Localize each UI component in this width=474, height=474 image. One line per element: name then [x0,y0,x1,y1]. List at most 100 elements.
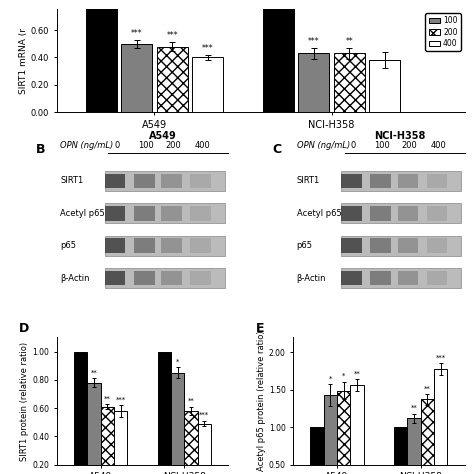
Text: D: D [19,322,29,335]
Text: **: ** [91,370,97,376]
Bar [324,395,337,474]
FancyBboxPatch shape [398,238,418,253]
Bar [394,427,408,474]
Bar [184,411,198,474]
Text: Acetyl p65: Acetyl p65 [297,209,341,218]
FancyBboxPatch shape [134,271,155,285]
Text: 200: 200 [402,141,418,150]
FancyBboxPatch shape [191,173,211,188]
Bar [171,373,184,474]
Text: *: * [342,373,346,379]
FancyBboxPatch shape [134,206,155,221]
Text: A549: A549 [149,131,177,141]
FancyBboxPatch shape [341,271,362,285]
Text: ***: *** [436,355,446,360]
Text: 0: 0 [114,141,119,150]
Text: 400: 400 [431,141,447,150]
Text: 0: 0 [351,141,356,150]
Bar [337,391,350,474]
FancyBboxPatch shape [398,173,418,188]
FancyBboxPatch shape [341,203,461,223]
Text: 100: 100 [138,141,154,150]
Bar [87,383,100,474]
Text: **: ** [410,405,418,411]
FancyBboxPatch shape [370,173,391,188]
Bar [298,54,329,112]
FancyBboxPatch shape [105,171,225,191]
Text: SIRT1: SIRT1 [60,176,83,185]
Bar [421,400,434,474]
Text: Acetyl p65: Acetyl p65 [60,209,105,218]
FancyBboxPatch shape [427,271,447,285]
FancyBboxPatch shape [370,271,391,285]
Bar [192,57,223,112]
Bar [434,369,447,474]
Bar [100,407,114,474]
Text: ***: *** [199,412,210,418]
FancyBboxPatch shape [105,173,126,188]
Bar [369,60,400,112]
FancyBboxPatch shape [191,271,211,285]
FancyBboxPatch shape [427,173,447,188]
FancyBboxPatch shape [105,268,225,288]
Text: NCI-H358: NCI-H358 [374,131,425,141]
Text: β-Actin: β-Actin [297,273,326,283]
Text: OPN (ng/mL): OPN (ng/mL) [60,141,114,150]
FancyBboxPatch shape [134,173,155,188]
FancyBboxPatch shape [105,206,126,221]
FancyBboxPatch shape [370,206,391,221]
FancyBboxPatch shape [191,238,211,253]
FancyBboxPatch shape [341,171,461,191]
Bar [121,44,152,112]
Text: 200: 200 [165,141,181,150]
Bar [408,418,421,474]
Text: *: * [328,375,332,381]
Bar [310,427,324,474]
FancyBboxPatch shape [105,236,225,256]
Text: E: E [255,322,264,335]
Bar [350,385,364,474]
FancyBboxPatch shape [161,206,182,221]
Bar [334,54,365,112]
Text: SIRT1: SIRT1 [297,176,320,185]
FancyBboxPatch shape [191,206,211,221]
Text: 400: 400 [195,141,210,150]
FancyBboxPatch shape [105,271,126,285]
Text: **: ** [424,386,431,392]
Text: **: ** [188,398,194,404]
FancyBboxPatch shape [398,206,418,221]
FancyBboxPatch shape [341,238,362,253]
FancyBboxPatch shape [341,206,362,221]
Text: p65: p65 [297,241,313,250]
Legend: 100, 200, 400: 100, 200, 400 [426,13,461,51]
FancyBboxPatch shape [427,238,447,253]
Y-axis label: Acetyl p65 protein (relative ratio): Acetyl p65 protein (relative ratio) [257,331,266,471]
FancyBboxPatch shape [398,271,418,285]
Text: B: B [36,143,46,155]
Text: ***: *** [166,31,178,40]
Text: β-Actin: β-Actin [60,273,90,283]
Bar [263,0,294,112]
FancyBboxPatch shape [134,238,155,253]
Text: *: * [176,358,180,365]
FancyBboxPatch shape [161,271,182,285]
Text: p65: p65 [60,241,76,250]
Bar [86,0,117,112]
FancyBboxPatch shape [341,236,461,256]
Text: 100: 100 [374,141,390,150]
Text: **: ** [346,37,353,46]
Text: ***: *** [202,44,213,53]
Text: ***: *** [131,28,143,37]
FancyBboxPatch shape [161,173,182,188]
Bar [158,352,171,474]
Text: ***: *** [308,37,319,46]
Bar [74,352,87,474]
Y-axis label: SIRT1 protein (relative ratio): SIRT1 protein (relative ratio) [20,341,29,461]
Bar [156,46,188,112]
FancyBboxPatch shape [341,268,461,288]
Text: OPN (ng/mL): OPN (ng/mL) [297,141,350,150]
FancyBboxPatch shape [105,203,225,223]
FancyBboxPatch shape [370,238,391,253]
Bar [198,424,211,474]
FancyBboxPatch shape [427,206,447,221]
